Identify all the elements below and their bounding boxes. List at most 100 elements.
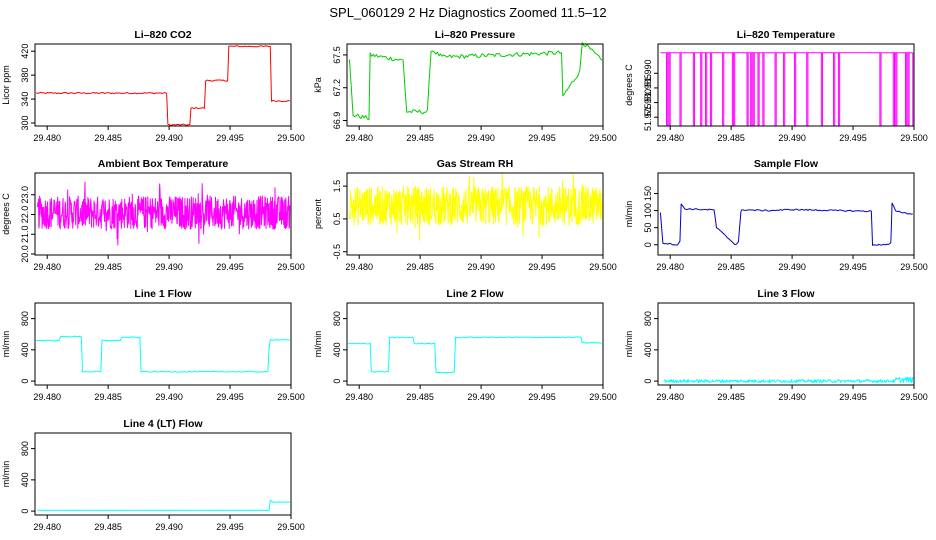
x-tick-label: 29.490	[778, 262, 806, 272]
x-tick-label: 29.480	[656, 392, 684, 402]
x-tick-label: 29.490	[778, 392, 806, 402]
y-tick-label: 0	[643, 242, 653, 247]
x-tick-label: 29.485	[406, 392, 434, 402]
plot-frame	[346, 172, 604, 256]
x-tick-label: 29.490	[467, 392, 495, 402]
x-tick-label: 29.495	[216, 262, 244, 272]
chart-panel-1: Li–820 CO2 Licor ppm 29.480 29.485 29.490 29.…	[1, 29, 305, 143]
x-tick-label: 29.490	[467, 262, 495, 272]
y-tick-label: -0.5	[332, 244, 342, 260]
chart-title: Li–820 Pressure	[435, 29, 516, 41]
y-tick-label: 400	[332, 342, 342, 357]
chart-title: Line 1 Flow	[134, 288, 192, 300]
x-tick-label: 29.480	[345, 133, 373, 143]
plot-frame	[657, 302, 915, 386]
y-tick-label: 300	[20, 115, 30, 130]
chart-title: Li–820 Temperature	[737, 29, 836, 41]
y-axis-label: ml/min	[313, 331, 323, 358]
y-tick-label: 67.5	[332, 46, 342, 64]
x-tick-label: 29.500	[277, 133, 305, 143]
x-tick-label: 29.500	[277, 522, 305, 532]
chart-title: Line 3 Flow	[757, 288, 815, 300]
x-tick-label: 29.485	[94, 133, 122, 143]
x-tick-label: 29.500	[589, 392, 617, 402]
x-tick-label: 29.480	[33, 262, 61, 272]
chart-panel-5: Gas Stream RH percent 29.480 29.485 29.490 29…	[313, 158, 617, 272]
chart-panel-8: Line 2 Flow ml/min 29.480 29.485 29.490 29.49…	[313, 288, 617, 402]
x-tick-label: 29.485	[94, 522, 122, 532]
x-tick-label: 29.495	[528, 262, 556, 272]
x-tick-label: 29.490	[155, 133, 183, 143]
chart-panel-6: Sample Flow ml/min 29.480 29.485 29.490 29.49…	[624, 158, 928, 272]
x-tick-label: 29.495	[839, 133, 867, 143]
x-tick-label: 29.500	[900, 262, 928, 272]
chart-title: Sample Flow	[754, 158, 819, 170]
data-series	[348, 172, 603, 241]
y-tick-label: 21.0	[20, 225, 30, 243]
x-tick-label: 29.480	[345, 262, 373, 272]
x-tick-label: 29.500	[277, 262, 305, 272]
y-tick-label: 1.5	[332, 180, 342, 193]
x-tick-label: 29.480	[33, 522, 61, 532]
x-tick-label: 29.480	[656, 262, 684, 272]
y-tick-label: 800	[20, 311, 30, 326]
data-series	[663, 376, 914, 384]
x-tick-label: 29.490	[467, 133, 495, 143]
data-series	[36, 45, 290, 126]
y-tick-label: 0.5	[332, 213, 342, 226]
plot-frame	[34, 43, 292, 127]
y-tick-label: 380	[20, 68, 30, 83]
y-tick-label: 800	[332, 311, 342, 326]
plot-frame	[34, 302, 292, 386]
x-tick-label: 29.495	[216, 522, 244, 532]
y-axis-label: ml/min	[624, 201, 634, 228]
y-tick-label: 20.0	[20, 245, 30, 263]
y-tick-label: 67.2	[332, 79, 342, 97]
y-tick-label: 0	[20, 509, 30, 514]
x-tick-label: 29.485	[717, 262, 745, 272]
y-tick-label: 51.990	[643, 60, 653, 88]
x-tick-label: 29.500	[277, 392, 305, 402]
y-tick-label: 340	[20, 92, 30, 107]
data-series	[36, 335, 290, 373]
x-tick-label: 29.490	[155, 392, 183, 402]
data-series	[348, 42, 603, 120]
x-tick-label: 29.495	[839, 392, 867, 402]
chart-title: Line 2 Flow	[446, 288, 504, 300]
x-tick-label: 29.480	[345, 392, 373, 402]
chart-title: Ambient Box Temperature	[98, 158, 229, 170]
figure-title: SPL_060129 2 Hz Diagnostics Zoomed 11.5–…	[329, 5, 606, 20]
y-tick-label: 400	[20, 472, 30, 487]
y-tick-label: 800	[643, 311, 653, 326]
y-axis-label: Licor ppm	[1, 65, 11, 105]
y-axis-label: ml/min	[1, 331, 11, 358]
x-tick-label: 29.500	[589, 133, 617, 143]
chart-title: Li–820 CO2	[134, 29, 191, 41]
y-tick-label: 0	[643, 379, 653, 384]
x-tick-label: 29.480	[656, 133, 684, 143]
data-series	[659, 202, 913, 246]
chart-panel-2: Li–820 Pressure kPa 29.480 29.485 29.490 29.4…	[313, 29, 617, 143]
y-tick-label: 0	[332, 379, 342, 384]
x-tick-label: 29.495	[528, 133, 556, 143]
x-tick-label: 29.495	[216, 133, 244, 143]
y-tick-label: 420	[20, 44, 30, 59]
y-axis-label: percent	[313, 198, 323, 229]
plot-frame	[346, 43, 604, 127]
x-tick-label: 29.495	[528, 392, 556, 402]
x-tick-label: 29.495	[839, 262, 867, 272]
x-tick-label: 29.485	[717, 392, 745, 402]
y-axis-label: kPa	[313, 77, 323, 93]
y-tick-label: 400	[643, 342, 653, 357]
y-tick-label: 66.9	[332, 112, 342, 130]
chart-panel-10: Line 4 (LT) Flow ml/min 29.480 29.485 29.490…	[1, 418, 305, 532]
x-tick-label: 29.480	[33, 133, 61, 143]
plot-frame	[657, 43, 915, 127]
y-tick-label: 50	[643, 223, 653, 233]
x-tick-label: 29.485	[94, 392, 122, 402]
data-series	[37, 499, 290, 511]
x-tick-label: 29.500	[900, 392, 928, 402]
y-tick-label: 100	[643, 203, 653, 218]
chart-title: Gas Stream RH	[437, 158, 513, 170]
chart-panel-3: Li–820 Temperature degrees C 29.480 29.485 2…	[624, 29, 928, 143]
